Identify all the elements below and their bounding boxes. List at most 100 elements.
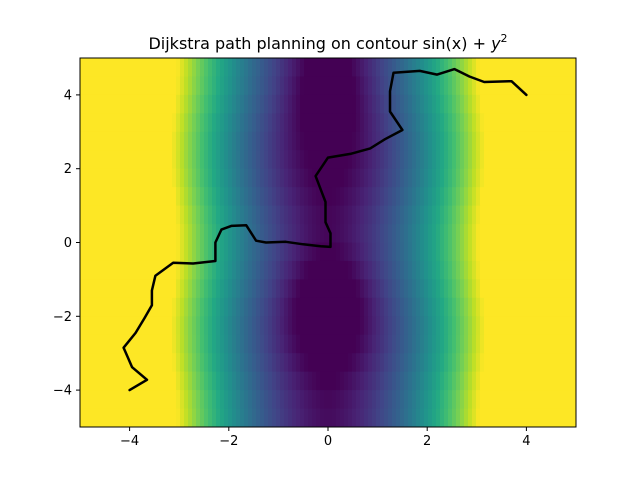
heatmap-cell xyxy=(460,297,465,317)
heatmap-cell xyxy=(208,242,213,262)
heatmap-cell xyxy=(528,224,533,244)
heatmap-cell xyxy=(468,205,473,225)
heatmap-cell xyxy=(280,408,285,427)
heatmap-cell xyxy=(496,260,501,280)
heatmap-cell xyxy=(492,205,497,225)
heatmap-cell xyxy=(96,408,101,427)
heatmap-cell xyxy=(208,316,213,336)
heatmap-cell xyxy=(480,334,485,354)
heatmap-cell xyxy=(120,334,125,354)
heatmap-cell xyxy=(560,390,565,410)
heatmap-cell xyxy=(416,408,421,427)
heatmap-cell xyxy=(216,334,221,354)
heatmap-cell xyxy=(140,353,145,373)
heatmap-cell xyxy=(440,297,445,317)
heatmap-cell xyxy=(400,94,405,114)
heatmap-cell xyxy=(204,408,209,427)
heatmap-cell xyxy=(240,334,245,354)
heatmap-cell xyxy=(208,94,213,114)
heatmap-cell xyxy=(312,279,317,299)
heatmap-cell xyxy=(376,113,381,133)
heatmap-cell xyxy=(96,242,101,262)
heatmap-cell xyxy=(472,168,477,188)
heatmap-cell xyxy=(220,260,225,280)
heatmap-cell xyxy=(188,168,193,188)
heatmap-cell xyxy=(388,297,393,317)
heatmap-cell xyxy=(380,76,385,96)
heatmap-cell xyxy=(220,168,225,188)
heatmap-cell xyxy=(288,94,293,114)
heatmap-cell xyxy=(364,187,369,207)
heatmap-cell xyxy=(116,242,121,262)
heatmap-cell xyxy=(408,150,413,170)
heatmap-cell xyxy=(148,242,153,262)
heatmap-cell xyxy=(80,150,85,170)
heatmap-cell xyxy=(300,408,305,427)
heatmap-cell xyxy=(552,260,557,280)
heatmap-cell xyxy=(568,113,573,133)
heatmap-cell xyxy=(476,408,481,427)
heatmap-cell xyxy=(288,371,293,391)
heatmap-cell xyxy=(88,168,93,188)
heatmap-cell xyxy=(244,353,249,373)
heatmap-cell xyxy=(348,205,353,225)
heatmap-cell xyxy=(492,168,497,188)
heatmap-cell xyxy=(556,131,561,151)
heatmap-cell xyxy=(184,205,189,225)
heatmap-cell xyxy=(260,390,265,410)
heatmap-cell xyxy=(532,260,537,280)
heatmap-cell xyxy=(124,58,129,78)
heatmap-cell xyxy=(180,187,185,207)
heatmap-cell xyxy=(204,94,209,114)
heatmap-cell xyxy=(568,150,573,170)
heatmap-cell xyxy=(376,297,381,317)
heatmap-cell xyxy=(176,408,181,427)
heatmap-cell xyxy=(432,353,437,373)
heatmap-cell xyxy=(384,76,389,96)
heatmap-cell xyxy=(144,94,149,114)
heatmap-cell xyxy=(484,168,489,188)
heatmap-cell xyxy=(384,334,389,354)
heatmap-cell xyxy=(396,187,401,207)
heatmap-cell xyxy=(164,150,169,170)
heatmap-cell xyxy=(444,334,449,354)
heatmap-cell xyxy=(372,187,377,207)
heatmap-cell xyxy=(352,131,357,151)
heatmap-cell xyxy=(168,242,173,262)
heatmap-cell xyxy=(276,187,281,207)
heatmap-cell xyxy=(308,150,313,170)
heatmap-cell xyxy=(508,131,513,151)
heatmap-cell xyxy=(564,187,569,207)
heatmap-cell xyxy=(332,224,337,244)
heatmap-cell xyxy=(416,242,421,262)
heatmap-cell xyxy=(120,224,125,244)
heatmap-cell xyxy=(564,353,569,373)
heatmap-cell xyxy=(468,113,473,133)
heatmap-cell xyxy=(292,408,297,427)
heatmap-cell xyxy=(192,150,197,170)
heatmap-cell xyxy=(368,297,373,317)
heatmap-cell xyxy=(440,242,445,262)
heatmap-cell xyxy=(480,187,485,207)
heatmap-cell xyxy=(264,205,269,225)
heatmap-cell xyxy=(500,371,505,391)
heatmap-cell xyxy=(192,316,197,336)
heatmap-cell xyxy=(152,242,157,262)
heatmap-cell xyxy=(504,260,509,280)
heatmap-cell xyxy=(400,316,405,336)
heatmap-cell xyxy=(300,150,305,170)
heatmap-cell xyxy=(472,131,477,151)
heatmap-cell xyxy=(500,205,505,225)
heatmap-cell xyxy=(480,408,485,427)
heatmap-cell xyxy=(220,187,225,207)
heatmap-cell xyxy=(384,279,389,299)
heatmap-cell xyxy=(316,58,321,78)
heatmap-cell xyxy=(476,390,481,410)
heatmap-cell xyxy=(252,187,257,207)
heatmap-cell xyxy=(104,205,109,225)
heatmap-cell xyxy=(368,187,373,207)
heatmap-cell xyxy=(168,168,173,188)
heatmap-cell xyxy=(548,58,553,78)
heatmap-cell xyxy=(148,408,153,427)
heatmap-cell xyxy=(128,131,133,151)
